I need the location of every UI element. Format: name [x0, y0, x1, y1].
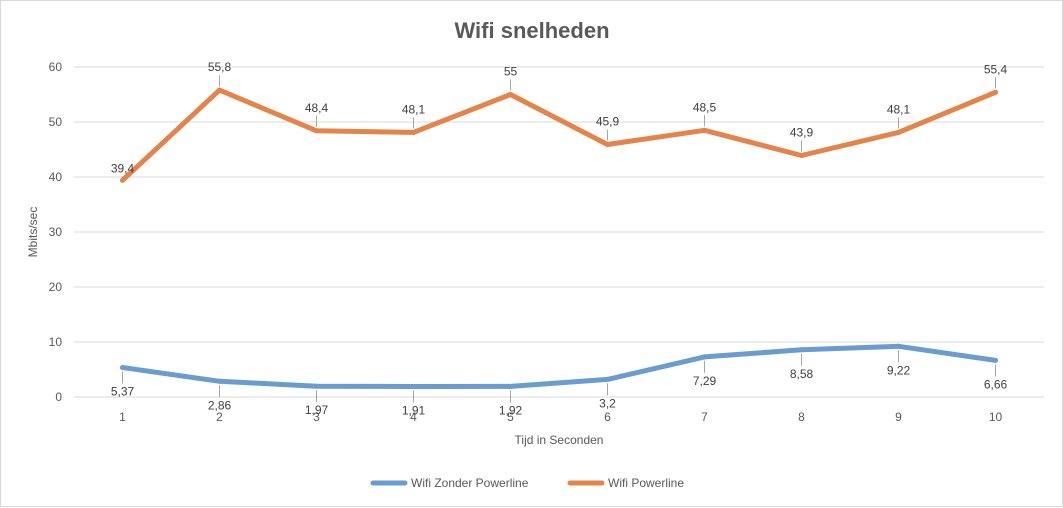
- y-tick-label: 60: [49, 60, 63, 74]
- data-point: [217, 87, 222, 93]
- data-label: 39,4: [111, 161, 135, 175]
- x-axis-title: Tijd in Seconden: [515, 433, 604, 447]
- x-tick-label: 10: [989, 410, 1003, 424]
- data-label: 6,66: [984, 377, 1008, 391]
- legend-label: Wifi Zonder Powerline: [411, 476, 529, 490]
- data-label: 9,22: [887, 363, 911, 377]
- data-point: [896, 343, 901, 349]
- data-point: [993, 357, 998, 363]
- data-label: 7,29: [693, 374, 717, 388]
- data-point: [314, 128, 319, 134]
- x-tick-label: 7: [701, 410, 708, 424]
- chart-title: Wifi snelheden: [454, 18, 609, 43]
- data-point: [702, 354, 707, 360]
- x-tick-label: 3: [313, 410, 320, 424]
- data-point: [799, 153, 804, 159]
- data-label: 3,2: [599, 396, 616, 410]
- data-point: [799, 347, 804, 353]
- data-label: 48,1: [402, 102, 426, 116]
- data-label: 48,4: [305, 101, 329, 115]
- series-line-wifi-powerline: [120, 87, 998, 183]
- data-point: [411, 129, 416, 135]
- x-tick-label: 8: [798, 410, 805, 424]
- y-tick-label: 0: [55, 390, 62, 404]
- data-label: 45,9: [596, 115, 620, 129]
- data-label: 1,91: [402, 403, 426, 417]
- data-label: 1,92: [499, 403, 523, 417]
- data-label: 55,8: [208, 60, 232, 74]
- data-point: [508, 92, 513, 97]
- x-tick-label: 4: [410, 410, 417, 424]
- y-axis-title: Mbits/sec: [26, 207, 40, 258]
- y-tick-label: 40: [49, 170, 63, 184]
- data-label: 48,5: [693, 100, 717, 114]
- data-point: [411, 383, 416, 389]
- x-tick-label: 9: [895, 410, 902, 424]
- data-label: 43,9: [790, 126, 814, 140]
- data-label: 48,1: [887, 102, 911, 116]
- data-point: [314, 383, 319, 389]
- y-tick-label: 20: [49, 280, 63, 294]
- data-point: [702, 127, 707, 133]
- y-tick-label: 30: [49, 225, 63, 239]
- data-point: [217, 378, 222, 384]
- x-tick-label: 5: [507, 410, 514, 424]
- data-label: 2,86: [208, 398, 232, 412]
- x-tick-label: 1: [119, 410, 126, 424]
- y-tick-label: 10: [49, 335, 63, 349]
- data-point: [120, 177, 125, 183]
- series-line-wifi-zonder-powerline: [120, 343, 998, 389]
- x-tick-label: 6: [604, 410, 611, 424]
- data-point: [896, 129, 901, 135]
- data-point: [605, 376, 610, 382]
- data-label: 55: [504, 65, 518, 79]
- data-label: 55,4: [984, 62, 1008, 76]
- data-point: [120, 364, 125, 370]
- legend-label: Wifi Powerline: [608, 476, 684, 490]
- x-tick-label: 2: [216, 410, 223, 424]
- data-label: 8,58: [790, 367, 814, 381]
- data-label: 1,97: [305, 403, 329, 417]
- y-tick-label: 50: [49, 115, 63, 129]
- data-point: [605, 142, 610, 148]
- data-label: 5,37: [111, 384, 135, 398]
- data-point: [508, 383, 513, 389]
- data-point: [993, 89, 998, 95]
